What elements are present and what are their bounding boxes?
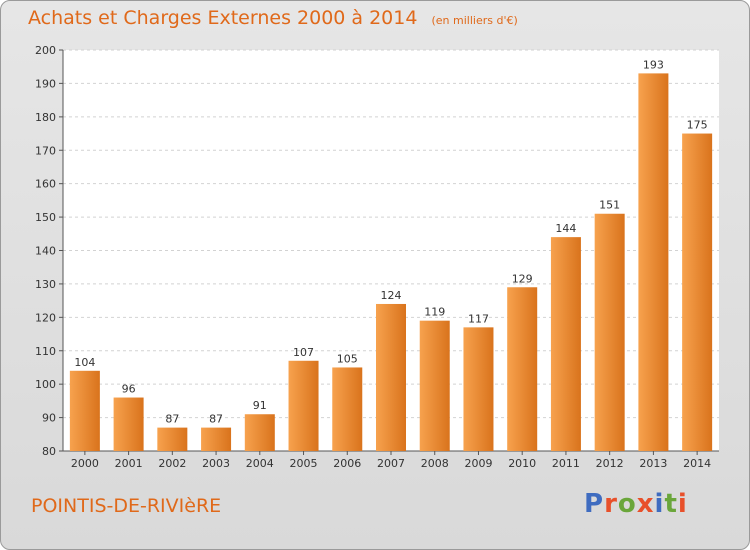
bar — [69, 370, 100, 451]
chart-title: Achats et Charges Externes 2000 à 2014 — [28, 7, 418, 29]
data-label: 105 — [337, 352, 358, 365]
bar — [550, 237, 581, 451]
x-tick-label: 2001 — [115, 457, 143, 470]
x-tick-label: 2013 — [639, 457, 667, 470]
brand-letter: r — [604, 489, 618, 519]
bar — [157, 427, 188, 451]
chart-title-block: Achats et Charges Externes 2000 à 2014 (… — [28, 7, 518, 29]
y-tick-label: 160 — [35, 178, 56, 191]
bar — [288, 360, 319, 451]
commune-name: POINTIS-DE-RIVIèRE — [31, 495, 222, 517]
data-label: 144 — [555, 222, 576, 235]
x-tick-label: 2014 — [683, 457, 711, 470]
bar — [463, 327, 494, 451]
data-label: 151 — [599, 199, 620, 212]
y-tick-label: 90 — [42, 412, 56, 425]
y-tick-label: 110 — [35, 345, 56, 358]
y-tick-label: 200 — [35, 44, 56, 57]
y-tick-label: 80 — [42, 445, 56, 458]
y-tick-label: 140 — [35, 245, 56, 258]
x-tick-label: 2002 — [158, 457, 186, 470]
bar — [113, 397, 144, 451]
x-tick-label: 2003 — [202, 457, 230, 470]
y-tick-label: 130 — [35, 278, 56, 291]
data-label: 87 — [209, 413, 223, 426]
y-tick-label: 120 — [35, 311, 56, 324]
y-tick-label: 190 — [35, 77, 56, 90]
bar — [419, 320, 450, 451]
x-tick-label: 2012 — [596, 457, 624, 470]
x-tick-label: 2011 — [552, 457, 580, 470]
bar — [376, 303, 406, 451]
bar — [682, 133, 713, 451]
x-tick-label: 2006 — [333, 457, 361, 470]
data-label: 129 — [512, 272, 533, 285]
bar — [638, 73, 669, 452]
brand-letter: i — [654, 489, 665, 519]
bar — [244, 414, 275, 451]
x-tick-label: 2008 — [421, 457, 449, 470]
bar — [332, 367, 363, 451]
data-label: 104 — [74, 356, 95, 369]
data-label: 119 — [424, 306, 445, 319]
data-label: 193 — [643, 58, 664, 71]
data-label: 96 — [122, 383, 136, 396]
x-tick-label: 2000 — [71, 457, 99, 470]
brand-letter: o — [617, 489, 637, 519]
brand-letter: t — [664, 489, 678, 519]
y-tick-label: 180 — [35, 111, 56, 124]
data-label: 117 — [468, 312, 489, 325]
y-tick-label: 100 — [35, 378, 56, 391]
data-label: 107 — [293, 346, 314, 359]
x-tick-label: 2010 — [508, 457, 536, 470]
chart-unit: (en milliers d'€) — [431, 14, 518, 27]
x-tick-label: 2009 — [464, 457, 492, 470]
x-tick-label: 2004 — [246, 457, 274, 470]
proxiti-logo: Proxiti — [584, 489, 688, 519]
x-tick-label: 2005 — [290, 457, 318, 470]
data-label: 87 — [165, 413, 179, 426]
brand-letter: i — [677, 489, 688, 519]
bar — [201, 427, 232, 451]
bar — [507, 287, 538, 451]
x-tick-label: 2007 — [377, 457, 405, 470]
bar — [594, 213, 625, 451]
y-tick-label: 170 — [35, 144, 56, 157]
data-label: 91 — [253, 399, 267, 412]
data-label: 175 — [687, 119, 708, 132]
data-label: 124 — [381, 289, 402, 302]
brand-letter: P — [584, 489, 605, 519]
brand-letter: x — [636, 489, 655, 519]
y-tick-label: 150 — [35, 211, 56, 224]
